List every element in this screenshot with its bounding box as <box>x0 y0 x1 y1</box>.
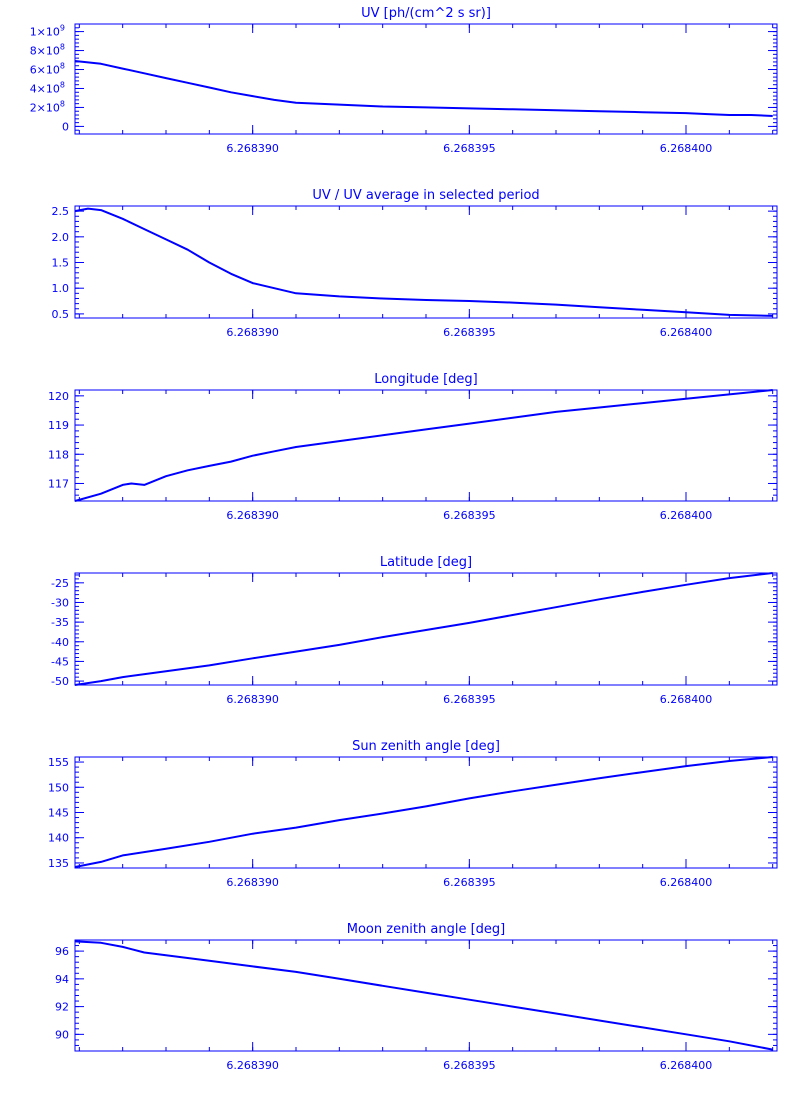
x-tick-label: 6.268390 <box>226 693 279 706</box>
y-tick-label: 1.5 <box>52 257 70 270</box>
y-tick-mantissa: 1×10 <box>30 26 60 39</box>
y-tick-label: 94 <box>55 973 69 986</box>
series-line-1 <box>74 940 773 1051</box>
series-line-1 <box>74 389 773 502</box>
y-tick-label: 0.5 <box>52 308 70 321</box>
y-tick-label: -25 <box>51 577 69 590</box>
chart-title: Sun zenith angle [deg] <box>352 739 500 754</box>
y-tick-label: -30 <box>51 596 69 609</box>
y-tick-mantissa: 6×10 <box>30 64 60 77</box>
x-tick-label: 6.268400 <box>660 326 713 339</box>
plot-frame <box>74 389 778 502</box>
x-tick-label: 6.268390 <box>226 1059 279 1072</box>
x-tick-label: 6.268400 <box>660 509 713 522</box>
series-line-1 <box>74 572 773 686</box>
y-tick-label: -35 <box>51 616 69 629</box>
chart-title: Latitude [deg] <box>380 555 472 570</box>
y-tick-label: 6×108 <box>30 62 65 77</box>
y-tick-label: 90 <box>55 1028 69 1041</box>
y-tick-label: 155 <box>48 756 69 769</box>
plot-frame <box>74 756 778 869</box>
y-tick-label: 1×109 <box>30 24 65 39</box>
y-tick-mantissa: 0 <box>62 120 69 133</box>
y-tick-label: 4×108 <box>30 80 65 95</box>
x-tick-label: 6.268395 <box>443 326 496 339</box>
y-tick-mantissa: 8×10 <box>30 45 60 58</box>
y-tick-label: 2.5 <box>52 205 70 218</box>
y-tick-label: 145 <box>48 807 69 820</box>
x-tick-label: 6.268395 <box>443 876 496 889</box>
y-tick-label: 150 <box>48 781 69 794</box>
chart-panel-5: Sun zenith angle [deg] 6.268390 6.268395 6.… <box>48 739 778 889</box>
y-tick-exponent: 8 <box>60 80 65 89</box>
y-tick-exponent: 8 <box>60 99 65 108</box>
chart-panel-6: Moon zenith angle [deg] 6.268390 6.268395 6… <box>55 922 778 1072</box>
x-tick-label: 6.268400 <box>660 1059 713 1072</box>
x-tick-label: 6.268400 <box>660 693 713 706</box>
plot-frame <box>74 23 778 135</box>
y-tick-label: 117 <box>48 477 69 490</box>
y-tick-label: 120 <box>48 390 69 403</box>
chart-panel-2: UV / UV average in selected period 6.2683… <box>52 188 778 339</box>
chart-title: Moon zenith angle [deg] <box>347 922 505 937</box>
chart-title: Longitude [deg] <box>374 372 477 387</box>
y-tick-label: 2×108 <box>30 99 65 114</box>
y-tick-label: 0 <box>62 120 69 133</box>
x-tick-label: 6.268390 <box>226 876 279 889</box>
series-line-1 <box>74 756 773 868</box>
chart-panel-1: UV [ph/(cm^2 s sr)] 6.268390 6.268395 6.268… <box>30 6 778 155</box>
y-tick-label: 92 <box>55 1001 69 1014</box>
x-tick-label: 6.268395 <box>443 693 496 706</box>
x-tick-label: 6.268390 <box>226 142 279 155</box>
y-tick-label: 119 <box>48 419 69 432</box>
x-tick-label: 6.268400 <box>660 142 713 155</box>
y-tick-exponent: 9 <box>60 24 65 33</box>
y-tick-label: 96 <box>55 945 69 958</box>
series-line-1 <box>74 60 773 117</box>
chart-panel-3: Longitude [deg] 6.268390 6.268395 6.268400 1… <box>48 372 778 522</box>
chart-title: UV / UV average in selected period <box>312 188 539 203</box>
y-tick-label: 1.0 <box>52 282 70 295</box>
y-tick-mantissa: 4×10 <box>30 82 60 95</box>
x-tick-label: 6.268395 <box>443 1059 496 1072</box>
chart-panel-4: Latitude [deg] 6.268390 6.268395 6.268400 -5… <box>51 555 778 706</box>
y-tick-exponent: 8 <box>60 62 65 71</box>
y-tick-label: -50 <box>51 675 69 688</box>
chart-title: UV [ph/(cm^2 s sr)] <box>361 6 491 21</box>
plot-frame <box>74 205 778 319</box>
y-tick-label: 135 <box>48 857 69 870</box>
x-tick-label: 6.268390 <box>226 509 279 522</box>
y-tick-label: 2.0 <box>52 231 70 244</box>
y-tick-label: 140 <box>48 832 69 845</box>
x-tick-label: 6.268395 <box>443 142 496 155</box>
y-tick-exponent: 8 <box>60 43 65 52</box>
x-tick-label: 6.268395 <box>443 509 496 522</box>
x-tick-label: 6.268390 <box>226 326 279 339</box>
y-tick-label: -45 <box>51 655 69 668</box>
series-line-1 <box>74 207 773 317</box>
x-tick-label: 6.268400 <box>660 876 713 889</box>
y-tick-label: -40 <box>51 636 69 649</box>
y-tick-label: 8×108 <box>30 43 65 58</box>
y-tick-label: 118 <box>48 448 69 461</box>
y-tick-mantissa: 2×10 <box>30 101 60 114</box>
